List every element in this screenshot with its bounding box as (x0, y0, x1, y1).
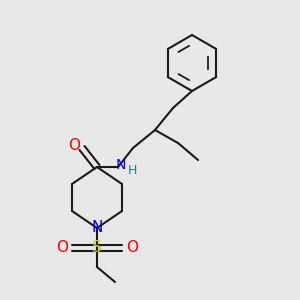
Text: H: H (127, 164, 137, 176)
Text: N: N (116, 158, 126, 172)
Text: O: O (68, 137, 80, 152)
Text: O: O (56, 241, 68, 256)
Text: S: S (92, 241, 102, 256)
Text: O: O (126, 241, 138, 256)
Text: N: N (91, 220, 103, 236)
